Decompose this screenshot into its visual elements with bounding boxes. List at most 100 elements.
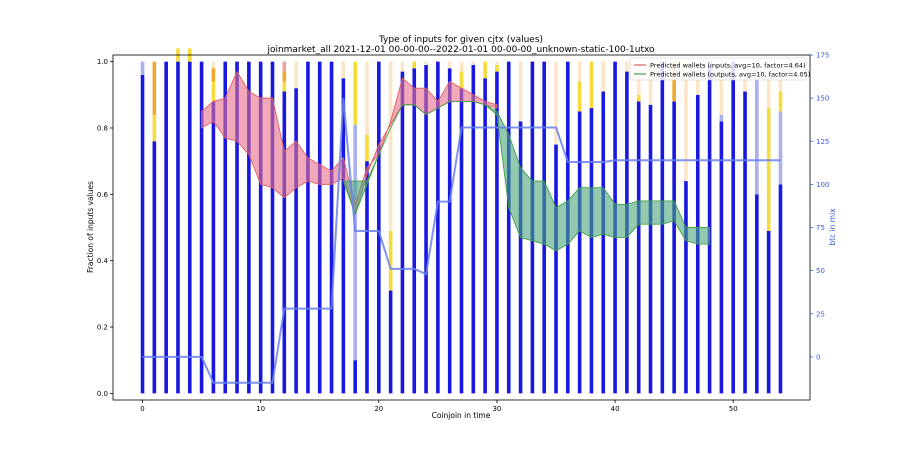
bar-segment-yellow bbox=[459, 71, 464, 89]
y2-tick-label: 50 bbox=[816, 267, 825, 275]
bar-segment-fresh bbox=[577, 111, 582, 394]
bar-segment-yellow bbox=[495, 64, 499, 72]
bar-segment-other bbox=[400, 61, 405, 72]
bar-segment-fresh bbox=[317, 61, 322, 394]
bar-segment-fresh bbox=[388, 290, 393, 394]
plot-area: 0 10 20 30 40 50 0.0 0.2 0.4 0.6 0.8 1.0 0 25 50 75 100 1… bbox=[97, 48, 829, 413]
bar-segment-fresh bbox=[329, 61, 334, 394]
predicted-inputs-band bbox=[201, 70, 498, 216]
bar-segment-fresh bbox=[235, 61, 239, 394]
x-tick-label: 10 bbox=[256, 405, 265, 413]
bar-segment-yellow bbox=[483, 61, 487, 79]
bar-segment-other bbox=[648, 61, 653, 105]
bar-segment-yellow bbox=[211, 81, 216, 102]
bar-segment-fresh bbox=[152, 141, 157, 394]
y-tick-label: 0.8 bbox=[97, 124, 108, 132]
bar-segment-fresh bbox=[459, 88, 464, 394]
bar-segment-other bbox=[766, 61, 771, 109]
bar-segment-fresh bbox=[282, 91, 287, 394]
bar-segment-fresh bbox=[164, 61, 168, 394]
bar-segment-yellow bbox=[282, 81, 287, 92]
bar-segment-fresh bbox=[199, 61, 204, 394]
bar-segment-other bbox=[294, 61, 298, 89]
bar-segment-fresh bbox=[483, 78, 487, 394]
y2-tick-label: 0 bbox=[816, 353, 820, 361]
bar-segment-other bbox=[625, 61, 629, 72]
bar-segment-fresh bbox=[518, 121, 523, 394]
bar-segment-fresh bbox=[778, 184, 783, 394]
bar-segment-fresh bbox=[211, 101, 216, 394]
bar-segment-remix bbox=[778, 111, 783, 185]
y2-tick-label: 125 bbox=[816, 138, 829, 146]
bar-segment-remix bbox=[719, 114, 724, 122]
bar-segment-fresh bbox=[554, 144, 558, 394]
x-tick-label: 30 bbox=[492, 405, 501, 413]
bar-segment-other bbox=[518, 61, 523, 122]
bar-segment-fresh bbox=[684, 181, 688, 394]
bar-segment-other bbox=[459, 61, 464, 72]
bar-segment-fresh bbox=[365, 161, 369, 394]
bar-segment-other bbox=[365, 61, 369, 135]
bar-segment-fresh bbox=[223, 61, 228, 394]
bar-segment-fresh bbox=[306, 61, 310, 394]
y2-tick-label: 100 bbox=[816, 181, 829, 189]
bar-segment-fresh bbox=[424, 64, 428, 394]
y-tick-label: 0.6 bbox=[97, 191, 109, 199]
bar-segment-fresh bbox=[672, 101, 676, 394]
bar-segment-fresh bbox=[766, 230, 771, 394]
bar-segment-remix bbox=[755, 61, 759, 195]
chart-title: Type of inputs for given cjtx (values) bbox=[378, 35, 543, 45]
bar-segment-remix bbox=[353, 124, 357, 361]
bar-segment-yellow bbox=[636, 94, 641, 102]
predicted-outputs-band bbox=[342, 100, 711, 252]
bar-segment-fresh bbox=[636, 101, 641, 394]
bar-segment-orange bbox=[152, 61, 157, 115]
bar-segment-yellow bbox=[589, 61, 594, 109]
bar-segment-fresh bbox=[731, 61, 736, 394]
bar-segment-fresh bbox=[270, 61, 275, 394]
bar-segment-fresh bbox=[436, 61, 440, 394]
bar-segment-orange bbox=[672, 61, 676, 102]
bar-segment-fresh bbox=[247, 61, 251, 394]
bar-segment-yellow bbox=[778, 91, 783, 112]
legend-label: Predicted wallets (inputs, avg=10, facto… bbox=[650, 62, 806, 70]
bar-segment-yellow bbox=[577, 81, 582, 112]
bar-segment-fresh bbox=[719, 121, 724, 394]
bar-segment-fresh bbox=[755, 194, 759, 394]
bar-segment-other bbox=[719, 61, 724, 115]
bar-segment-other bbox=[577, 61, 582, 82]
x-tick-label: 40 bbox=[611, 405, 620, 413]
bar-segment-other bbox=[388, 61, 393, 231]
bar-segment-fresh bbox=[400, 71, 405, 394]
bar-segment-fresh bbox=[140, 74, 145, 394]
y-axis-label: Fraction of inputs values bbox=[86, 181, 95, 273]
bar-segment-fresh bbox=[601, 91, 606, 394]
bar-segment-other bbox=[601, 61, 606, 92]
bar-segment-fresh bbox=[258, 61, 263, 394]
y2-tick-label: 150 bbox=[816, 95, 829, 103]
bar-segment-other bbox=[554, 61, 558, 145]
bar-segment-fresh bbox=[589, 108, 594, 394]
bar-segment-fresh bbox=[187, 61, 192, 394]
x-axis-label: Coinjoin in time bbox=[432, 411, 491, 420]
bar-segment-other bbox=[341, 61, 346, 79]
bar-segment-other bbox=[495, 61, 499, 65]
chart-subtitle: joinmarket_all 2021-12-01 00-00-00--2022… bbox=[266, 45, 655, 55]
y2-tick-label: 175 bbox=[816, 52, 829, 60]
bar-segment-fresh bbox=[341, 78, 346, 394]
legend-box bbox=[629, 57, 807, 81]
bar-segment-fresh bbox=[506, 61, 511, 394]
bar-segment-yellow bbox=[766, 108, 771, 231]
y-tick-label: 0.2 bbox=[97, 324, 108, 332]
y-tick-label: 0.0 bbox=[97, 390, 108, 398]
y2-tick-label: 25 bbox=[816, 310, 825, 318]
y2-axis-label: btc in mix bbox=[828, 208, 837, 246]
btc-in-mix-line bbox=[142, 98, 781, 384]
x-tick-label: 20 bbox=[374, 405, 383, 413]
bar-segment-orange bbox=[282, 71, 287, 82]
bar-segment-fresh bbox=[471, 64, 476, 394]
bar-segment-fresh bbox=[447, 68, 452, 394]
bar-segment-remix bbox=[140, 61, 145, 75]
bar-segment-fresh bbox=[743, 91, 747, 394]
